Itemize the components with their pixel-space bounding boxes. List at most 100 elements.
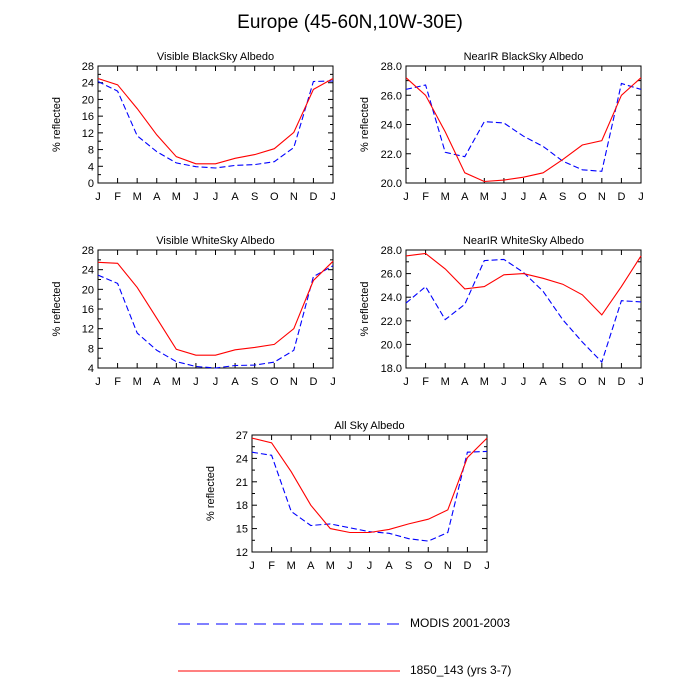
x-tick-label: N (290, 191, 298, 203)
series-line-modis (97, 265, 334, 369)
y-axis-label: % reflected (51, 281, 63, 336)
legend-label-modis: MODIS 2001-2003 (410, 616, 511, 630)
series-line-model (405, 77, 642, 183)
x-tick-label: M (287, 560, 296, 572)
y-tick-label: 21 (236, 477, 248, 489)
x-tick-label: M (441, 376, 450, 388)
x-tick-label: A (385, 560, 393, 572)
x-tick-label: J (501, 376, 507, 388)
y-tick-label: 16 (82, 304, 94, 316)
x-tick-label: O (270, 191, 279, 203)
x-tick-label: S (559, 191, 566, 203)
series-line-model (251, 437, 488, 534)
y-tick-label: 20.0 (381, 178, 402, 190)
y-tick-label: 27 (236, 430, 248, 442)
y-tick-label: 22.0 (381, 149, 402, 161)
x-tick-label: D (309, 191, 317, 203)
x-tick-label: F (268, 560, 275, 572)
x-tick-label: A (539, 376, 547, 388)
panel-3: Visible WhiteSky Albedo % reflected 4 8 12 16… (51, 235, 336, 388)
x-tick-label: A (231, 376, 239, 388)
x-tick-label: J (367, 560, 373, 572)
x-tick-label: M (172, 376, 181, 388)
series-line-modis (251, 450, 488, 542)
x-tick-label: A (461, 191, 469, 203)
x-tick-label: J (638, 191, 644, 203)
x-tick-label: O (578, 376, 587, 388)
x-tick-label: F (422, 191, 429, 203)
y-tick-label: 12 (82, 128, 94, 140)
y-tick-label: 4 (88, 363, 94, 375)
plot-frame (251, 434, 488, 553)
y-tick-label: 15 (236, 524, 248, 536)
x-tick-label: N (444, 560, 452, 572)
y-axis-label: % reflected (359, 97, 371, 152)
series-line-modis (405, 82, 642, 172)
x-tick-label: A (231, 191, 239, 203)
y-tick-label: 0 (88, 178, 94, 190)
x-tick-label: J (521, 376, 527, 388)
x-tick-label: M (480, 376, 489, 388)
figure-title: Europe (45-60N,10W-30E) (237, 12, 463, 33)
x-tick-label: J (403, 191, 409, 203)
plot-frame (97, 249, 334, 369)
x-tick-label: J (638, 376, 644, 388)
y-tick-label: 28 (82, 61, 94, 73)
y-tick-label: 24 (236, 453, 248, 465)
x-tick-label: J (330, 376, 336, 388)
x-tick-label: J (193, 376, 199, 388)
y-tick-label: 22.0 (381, 316, 402, 328)
x-tick-label: J (193, 191, 199, 203)
x-tick-label: O (578, 191, 587, 203)
panel-2: NearIR BlackSky Albedo % reflected 20.0 22.… (359, 51, 644, 203)
y-tick-label: 26.0 (381, 90, 402, 102)
y-tick-label: 16 (82, 111, 94, 123)
x-tick-label: A (539, 191, 547, 203)
x-tick-label: S (405, 560, 412, 572)
x-tick-label: O (270, 376, 279, 388)
y-tick-label: 18 (236, 500, 248, 512)
y-tick-label: 4 (88, 161, 94, 173)
y-tick-label: 28.0 (381, 61, 402, 73)
y-axis-label: % reflected (51, 97, 63, 152)
y-tick-label: 24 (82, 265, 94, 277)
x-tick-label: J (249, 560, 255, 572)
y-tick-label: 28.0 (381, 245, 402, 257)
x-tick-label: S (251, 376, 258, 388)
x-tick-label: F (114, 376, 121, 388)
panel-title: NearIR WhiteSky Albedo (463, 235, 584, 247)
x-tick-label: J (95, 191, 101, 203)
y-tick-label: 18.0 (381, 363, 402, 375)
y-tick-label: 26.0 (381, 269, 402, 281)
x-tick-label: J (330, 191, 336, 203)
series-line-modis (405, 258, 642, 364)
series-line-modis (97, 80, 334, 169)
panel-title: All Sky Albedo (334, 420, 404, 432)
x-tick-label: J (403, 376, 409, 388)
y-tick-label: 8 (88, 343, 94, 355)
x-tick-label: A (153, 191, 161, 203)
legend-item-modis: MODIS 2001-2003 (0, 613, 700, 633)
panel-title: Visible WhiteSky Albedo (156, 235, 274, 247)
x-tick-label: N (598, 376, 606, 388)
y-tick-label: 24.0 (381, 292, 402, 304)
x-tick-label: M (133, 376, 142, 388)
y-tick-label: 8 (88, 145, 94, 157)
x-tick-label: J (484, 560, 490, 572)
y-axis-label: % reflected (205, 466, 217, 521)
x-tick-label: M (172, 191, 181, 203)
y-tick-label: 12 (236, 547, 248, 559)
panel-title: Visible BlackSky Albedo (157, 51, 274, 63)
x-tick-label: A (153, 376, 161, 388)
x-tick-label: S (559, 376, 566, 388)
x-tick-label: J (501, 191, 507, 203)
x-tick-label: A (307, 560, 315, 572)
x-tick-label: M (326, 560, 335, 572)
y-tick-label: 24 (82, 78, 94, 90)
y-tick-label: 12 (82, 324, 94, 336)
series-line-model (97, 77, 334, 165)
y-tick-label: 28 (82, 245, 94, 257)
x-tick-label: N (598, 191, 606, 203)
x-tick-label: D (463, 560, 471, 572)
